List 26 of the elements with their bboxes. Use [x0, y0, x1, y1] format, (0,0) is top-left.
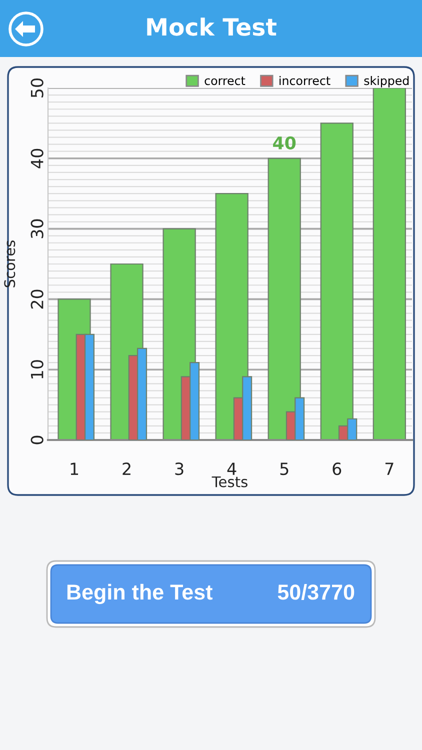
bar: [320, 122, 354, 440]
x-tick-label: 7: [385, 462, 394, 475]
chart-title: Mock Test: [147, 18, 276, 36]
bar: [215, 193, 248, 440]
bar: [372, 88, 406, 440]
text: 50/3770: [278, 584, 354, 600]
x-tick-label: 4: [227, 462, 236, 475]
x-tick-label: 1: [70, 462, 78, 475]
y-tick-label: 10: [30, 360, 44, 378]
annotation: 40: [273, 136, 296, 150]
x-tick-label: 5: [280, 462, 288, 476]
y-tick-label: 30: [30, 219, 44, 238]
x-tick-label: 2: [122, 462, 130, 475]
y-tick-label: 0: [30, 436, 44, 444]
legend-label: skipped: [364, 76, 409, 88]
y-tick-label: 50: [30, 78, 44, 98]
x-tick-label: 3: [175, 462, 184, 476]
text: Begin the Test: [67, 584, 212, 604]
y-tick-label: 20: [30, 290, 44, 309]
y-tick-label: 40: [30, 148, 44, 168]
x-tick-label: 6: [332, 462, 342, 476]
x-axis-title: Tests: [212, 476, 248, 488]
y-axis-title: Scores: [4, 240, 16, 288]
bar: [268, 158, 301, 440]
legend-label: correct: [204, 76, 246, 86]
legend-label: incorrect: [280, 76, 330, 86]
